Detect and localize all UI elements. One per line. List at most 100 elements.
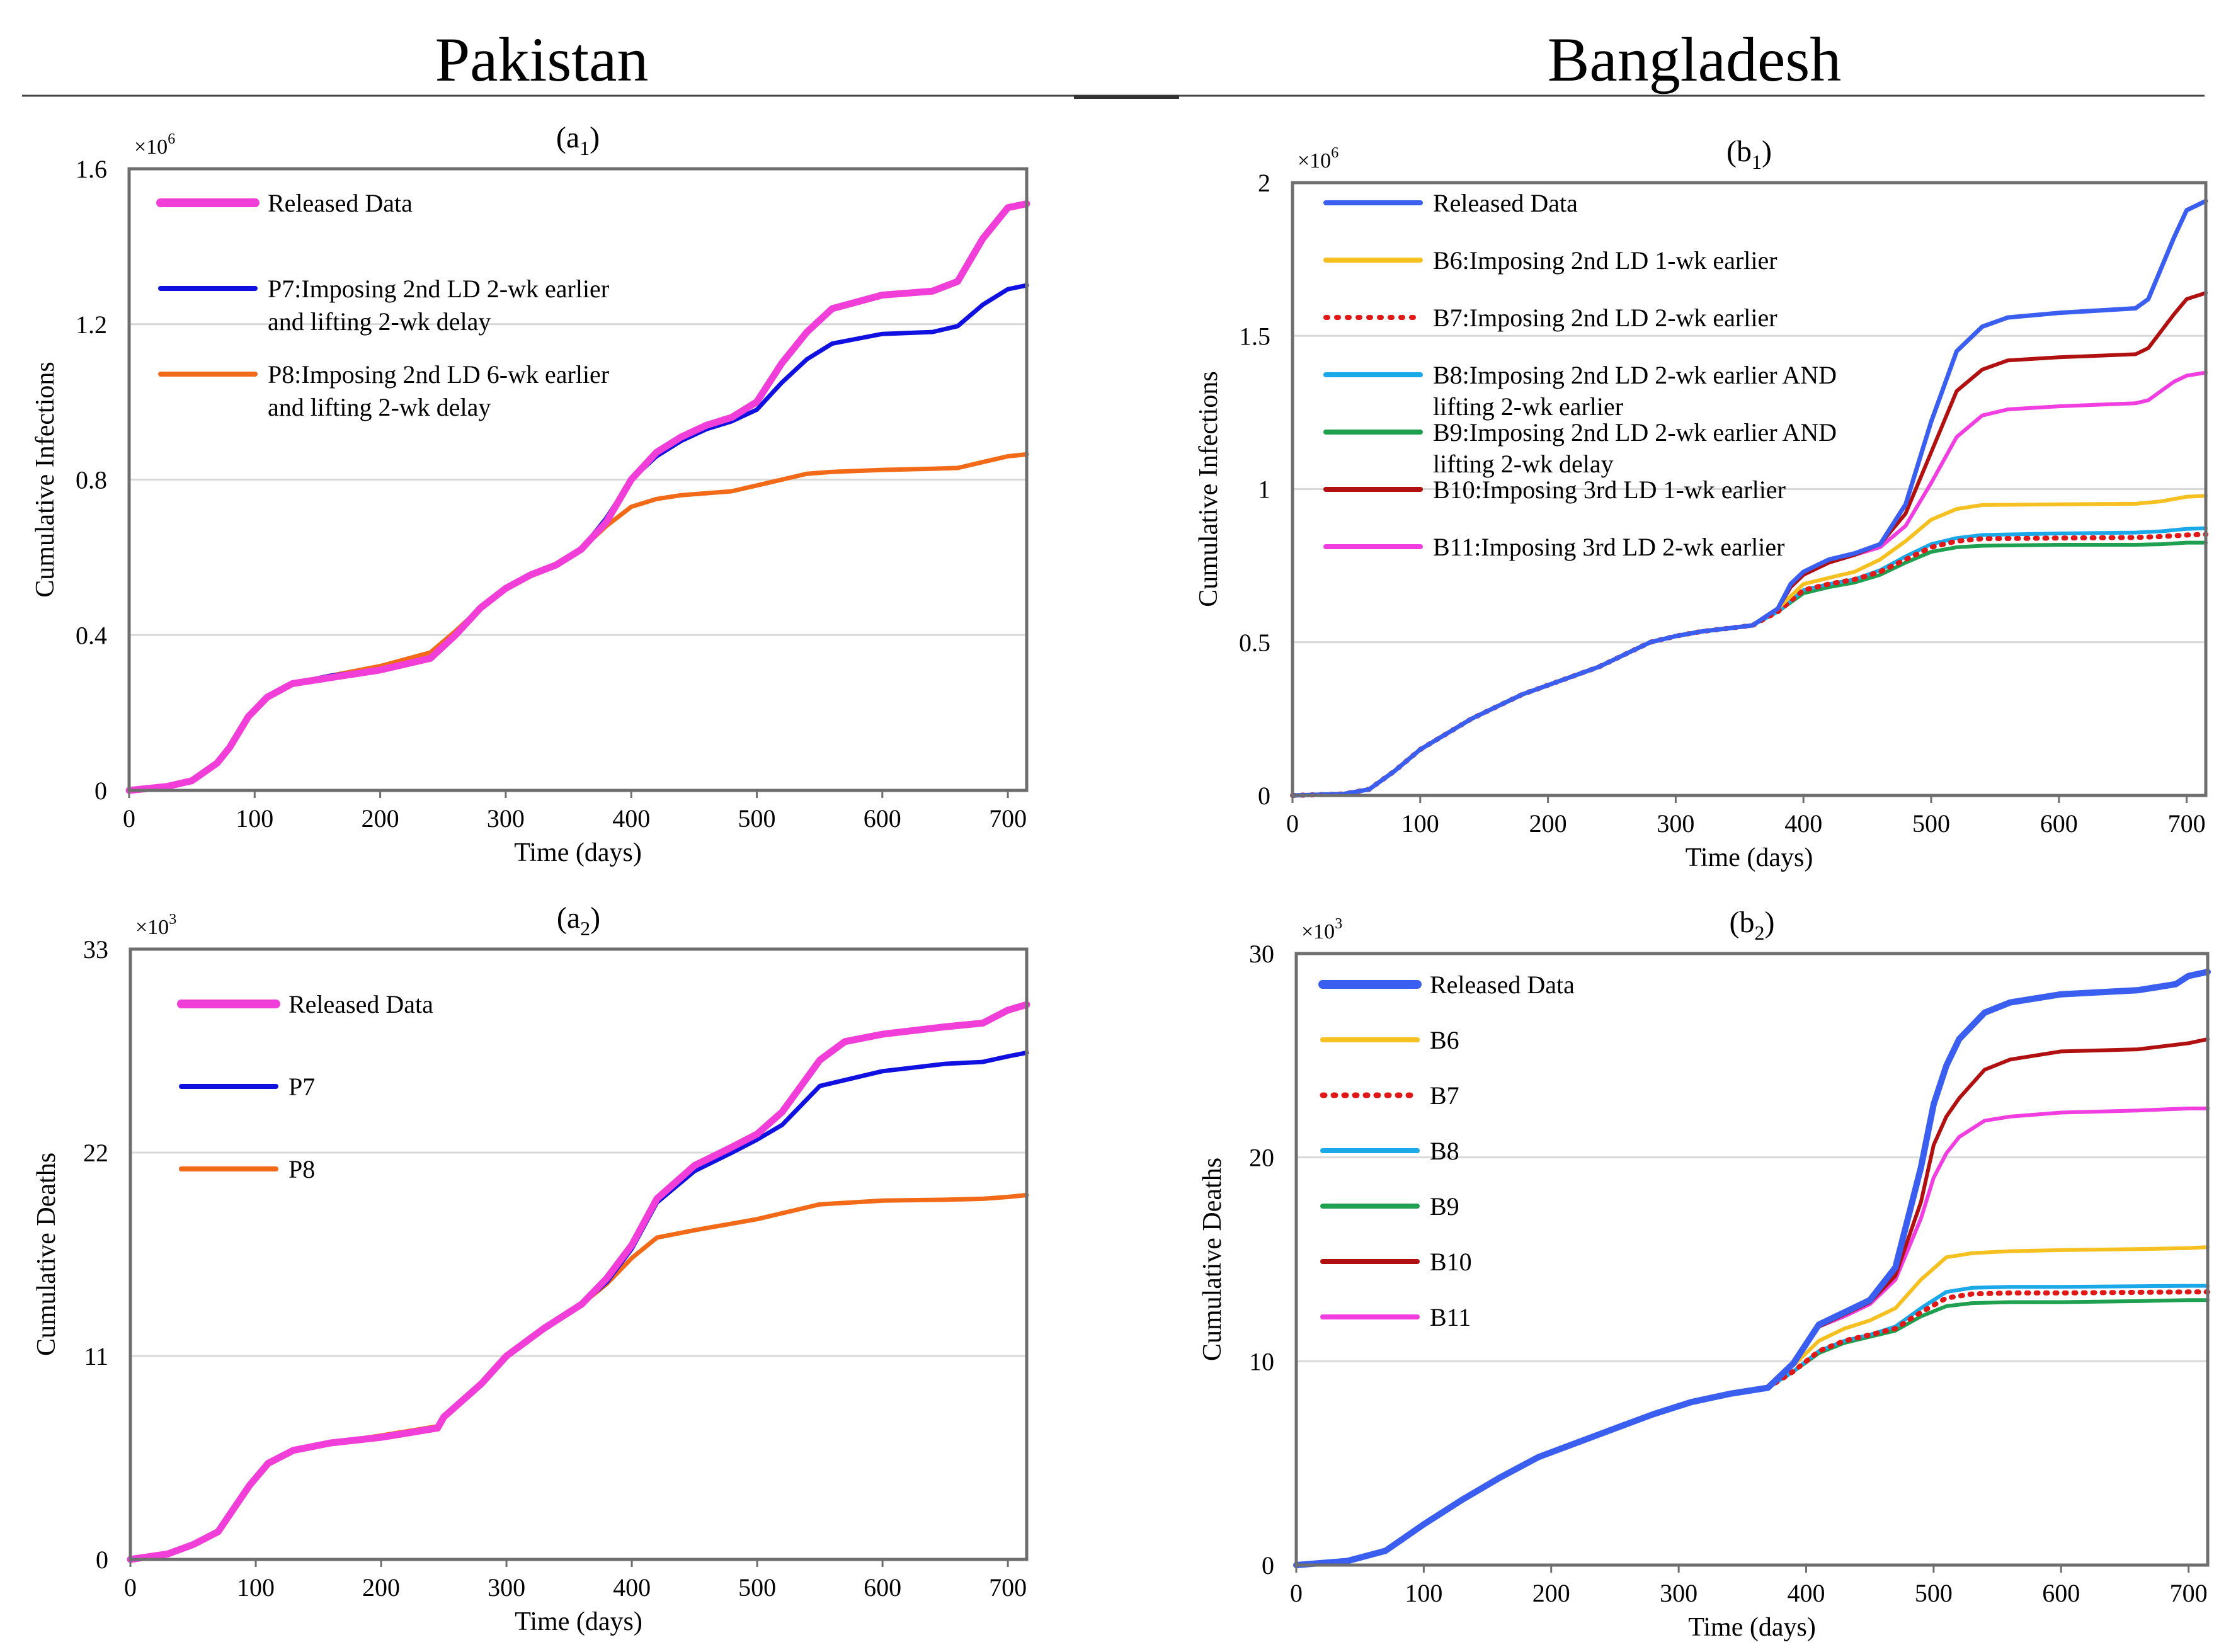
x-tick-label: 500 <box>738 804 776 833</box>
y-tick-label: 1.6 <box>76 155 107 183</box>
x-tick-label: 600 <box>2040 809 2078 838</box>
panel-label-main: (b <box>1726 135 1752 168</box>
series-line <box>127 452 1029 793</box>
series-line <box>128 1193 1029 1562</box>
x-axis-label: Time (days) <box>1686 843 1813 872</box>
panel-label-main: (a <box>556 121 579 154</box>
x-tick-label: 400 <box>1784 809 1822 838</box>
plot-frame <box>1291 181 2208 797</box>
x-tick-label: 300 <box>1660 1579 1698 1607</box>
multiplier-base: ×10 <box>1298 149 1331 173</box>
legend-label: B8 <box>1430 1137 1459 1165</box>
legend-label: Released Data <box>1433 189 1578 217</box>
legend-label: P8 <box>288 1155 315 1183</box>
panels: 0 100 200 300 400 500 600 70000.40.81.21.6Time … <box>31 121 2211 1642</box>
legend-label: B8:Imposing 2nd LD 2-wk earlier AND <box>1433 361 1837 389</box>
y-tick-label: 0.5 <box>1239 629 1270 657</box>
x-axis-label: Time (days) <box>515 1607 642 1636</box>
legend-label: Released Data <box>1430 971 1575 999</box>
series-line <box>1291 526 2208 797</box>
legend: Released Data P7:Imposing 2nd LD 2-wk ear… <box>156 189 609 421</box>
x-tick-label: 200 <box>362 804 399 833</box>
legend-label: B6 <box>1430 1026 1459 1054</box>
x-tick-label: 200 <box>1532 1579 1570 1607</box>
axis-multiplier: ×106 <box>134 131 175 159</box>
legend-label: Released Data <box>268 189 413 217</box>
x-tick-label: 0 <box>1286 809 1299 838</box>
panel-a1: 0 100 200 300 400 500 600 700 0 0.4 0.8 1.2 1.6 Time … <box>31 121 1030 867</box>
legend-label: B11 <box>1430 1303 1471 1331</box>
x-axis-label: Time (days) <box>1688 1613 1816 1642</box>
x-tick-label: 700 <box>2168 809 2206 838</box>
x-tick-label: 0 <box>123 804 135 833</box>
axis-multiplier: ×103 <box>135 911 176 939</box>
series-line <box>1290 198 2208 798</box>
legend: Released Data B6:Imposing 2nd LD 1-wk ear… <box>1323 189 1837 561</box>
plot-frame <box>127 167 1029 792</box>
panel-label-close: ) <box>1765 906 1775 939</box>
panel-label-close: ) <box>1762 135 1772 168</box>
panel-label-sub: 1 <box>579 137 590 159</box>
legend: Released Data B6 B7 B8 B9 B10 B11 <box>1318 971 1575 1331</box>
legend-label: lifting 2-wk earlier <box>1433 392 1623 421</box>
legend-label: P8:Imposing 2nd LD 6-wk earlier <box>268 360 609 389</box>
x-tick-label: 500 <box>1915 1579 1953 1607</box>
y-tick-label: 0 <box>1262 1551 1274 1580</box>
legend-label: B9 <box>1430 1192 1459 1221</box>
x-tick-label: 400 <box>1788 1579 1825 1607</box>
x-tick-label: 500 <box>738 1573 776 1602</box>
panel-b1: 0 100 200 300 400 500 600 700 0 0.5 1 1.5 2 Time (day… <box>1194 135 2208 872</box>
x-tick-label: 300 <box>488 1573 525 1602</box>
panel-label-sub: 1 <box>1752 151 1762 173</box>
series-line <box>1293 969 2211 1568</box>
y-tick-label: 0.8 <box>76 466 107 494</box>
multiplier-exponent: 6 <box>1331 145 1338 161</box>
y-axis-label: Cumulative Deaths <box>1198 1158 1227 1361</box>
multiplier-exponent: 3 <box>169 911 176 928</box>
series-line <box>125 200 1030 794</box>
legend-label: B7:Imposing 2nd LD 2-wk earlier <box>1433 304 1777 332</box>
y-tick-label: 10 <box>1249 1347 1274 1376</box>
panel-label: (b2) <box>1730 906 1775 944</box>
series-line <box>127 1001 1030 1563</box>
x-tick-label: 0 <box>124 1573 137 1602</box>
panel-label: (a1) <box>556 121 600 159</box>
x-tick-label: 700 <box>989 804 1027 833</box>
y-tick-label: 0 <box>96 1546 108 1574</box>
panel-label: (b1) <box>1726 135 1772 173</box>
y-tick-label: 30 <box>1249 940 1274 968</box>
multiplier-base: ×10 <box>1301 920 1335 943</box>
multiplier-exponent: 3 <box>1335 916 1342 932</box>
panel-a2: 0 100 200 300 400 500 600 700 0 11 22 33 Time (days)… <box>32 901 1030 1636</box>
y-tick-label: 1 <box>1258 476 1270 504</box>
x-tick-label: 100 <box>1405 1579 1442 1607</box>
multiplier-exponent: 6 <box>168 131 175 147</box>
series-line <box>1294 1298 2210 1567</box>
x-tick-label: 300 <box>487 804 525 833</box>
y-tick-label: 1.2 <box>76 310 107 339</box>
legend-label: B11:Imposing 3rd LD 2-wk earlier <box>1433 533 1784 561</box>
x-tick-label: 600 <box>2042 1579 2080 1607</box>
x-tick-label: 600 <box>864 1573 901 1602</box>
y-tick-label: 22 <box>83 1139 108 1167</box>
panel-label-main: (a <box>557 901 580 935</box>
legend-label: B6:Imposing 2nd LD 1-wk earlier <box>1433 246 1777 275</box>
legend-label: P7 <box>288 1073 315 1101</box>
legend-label: Released Data <box>288 990 433 1018</box>
y-tick-label: 0.4 <box>76 621 107 649</box>
y-tick-label: 2 <box>1258 169 1270 197</box>
panel-label-sub: 2 <box>1755 921 1765 944</box>
x-tick-label: 400 <box>613 1573 651 1602</box>
x-tick-label: 100 <box>1401 809 1439 838</box>
x-tick-label: 100 <box>237 1573 275 1602</box>
legend: Released Data P7 P8 <box>177 990 433 1183</box>
y-tick-label: 11 <box>84 1342 108 1370</box>
x-tick-label: 300 <box>1657 809 1694 838</box>
x-tick-label: 600 <box>864 804 901 833</box>
y-axis-label: Cumulative Infections <box>31 362 60 597</box>
x-tick-label: 200 <box>362 1573 400 1602</box>
axis-multiplier: ×103 <box>1301 916 1342 943</box>
legend-label: lifting 2-wk delay <box>1433 450 1614 478</box>
panel-b2: 0 100 200 300 400 500 600 700 0 10 20 30 Time (days)… <box>1198 906 2211 1642</box>
